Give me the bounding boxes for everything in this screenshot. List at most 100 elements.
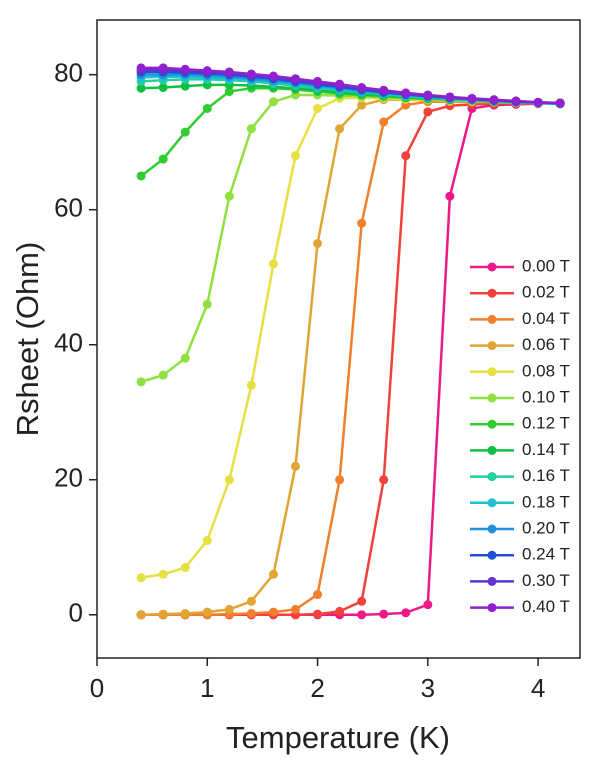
data-point [379, 609, 389, 619]
legend-marker [487, 445, 497, 455]
legend-label: 0.12 T [522, 414, 570, 433]
legend-marker [487, 550, 497, 560]
data-point [202, 66, 212, 76]
legend-label: 0.04 T [522, 309, 570, 328]
legend-marker [487, 288, 497, 298]
data-point [202, 299, 212, 309]
legend-marker [487, 393, 497, 403]
data-point [445, 191, 455, 201]
data-point [511, 96, 521, 106]
data-point [313, 590, 323, 600]
data-point [268, 569, 278, 579]
legend-label: 0.08 T [522, 361, 570, 380]
data-point [268, 71, 278, 81]
data-point [290, 461, 300, 471]
data-point [202, 607, 212, 617]
y-tick-label: 20 [54, 463, 83, 493]
data-point [180, 127, 190, 137]
data-point [335, 124, 345, 134]
data-point [423, 600, 433, 610]
data-point [136, 610, 146, 620]
legend-label: 0.24 T [522, 545, 570, 564]
data-point [224, 67, 234, 77]
series [136, 97, 565, 620]
data-point [313, 609, 323, 619]
x-tick-label: 3 [421, 673, 435, 703]
data-point [158, 370, 168, 380]
data-point [401, 608, 411, 618]
data-point [246, 380, 256, 390]
data-point [357, 83, 367, 93]
data-point [246, 69, 256, 79]
x-tick-label: 2 [310, 673, 324, 703]
y-tick-label: 40 [54, 328, 83, 358]
data-point [224, 87, 234, 97]
data-point [180, 81, 190, 91]
y-tick-label: 0 [69, 598, 83, 628]
legend-marker [487, 498, 497, 508]
data-point [401, 151, 411, 161]
data-point [180, 563, 190, 573]
legend-label: 0.20 T [522, 518, 570, 537]
data-point [313, 76, 323, 86]
data-point [246, 596, 256, 606]
data-point [180, 64, 190, 74]
data-point [379, 475, 389, 485]
data-point [158, 154, 168, 164]
data-point [533, 97, 543, 107]
data-point [357, 610, 367, 620]
data-point [467, 93, 477, 103]
series [136, 63, 565, 108]
legend-marker [487, 419, 497, 429]
data-point [313, 238, 323, 248]
legend-label: 0.14 T [522, 440, 570, 459]
legend-marker [487, 314, 497, 324]
legend-label: 0.30 T [522, 571, 570, 590]
legend-label: 0.40 T [522, 597, 570, 616]
data-point [180, 353, 190, 363]
data-point [555, 98, 565, 108]
y-tick-label: 80 [54, 58, 83, 88]
data-point [268, 259, 278, 269]
legend-label: 0.00 T [522, 256, 570, 275]
y-axis-title: Rsheet (Ohm) [10, 242, 45, 437]
legend-label: 0.10 T [522, 387, 570, 406]
legend-marker [487, 262, 497, 272]
x-tick-label: 1 [200, 673, 214, 703]
data-point [290, 604, 300, 614]
data-point [136, 171, 146, 181]
data-point [158, 569, 168, 579]
data-point [268, 97, 278, 107]
data-point [357, 100, 367, 110]
data-point [379, 117, 389, 127]
data-point [246, 608, 256, 618]
data-point [136, 573, 146, 583]
legend-marker [487, 341, 497, 351]
data-point [224, 604, 234, 614]
legend-label: 0.16 T [522, 466, 570, 485]
data-point [401, 88, 411, 98]
data-point [290, 74, 300, 84]
legend-marker [487, 472, 497, 482]
data-point [246, 124, 256, 134]
data-point [136, 377, 146, 387]
y-tick-label: 60 [54, 193, 83, 223]
data-point [158, 609, 168, 619]
x-tick-label: 4 [531, 673, 545, 703]
legend-marker [487, 524, 497, 534]
data-point [224, 475, 234, 485]
data-point [180, 608, 190, 618]
data-point [357, 218, 367, 228]
data-point [202, 103, 212, 113]
legend-marker [487, 603, 497, 613]
data-point [268, 607, 278, 617]
x-axis-title: Temperature (K) [226, 720, 450, 755]
data-point [423, 107, 433, 117]
data-point [335, 606, 345, 616]
data-point [202, 536, 212, 546]
data-point [158, 63, 168, 73]
data-point [136, 83, 146, 93]
data-point [313, 103, 323, 113]
